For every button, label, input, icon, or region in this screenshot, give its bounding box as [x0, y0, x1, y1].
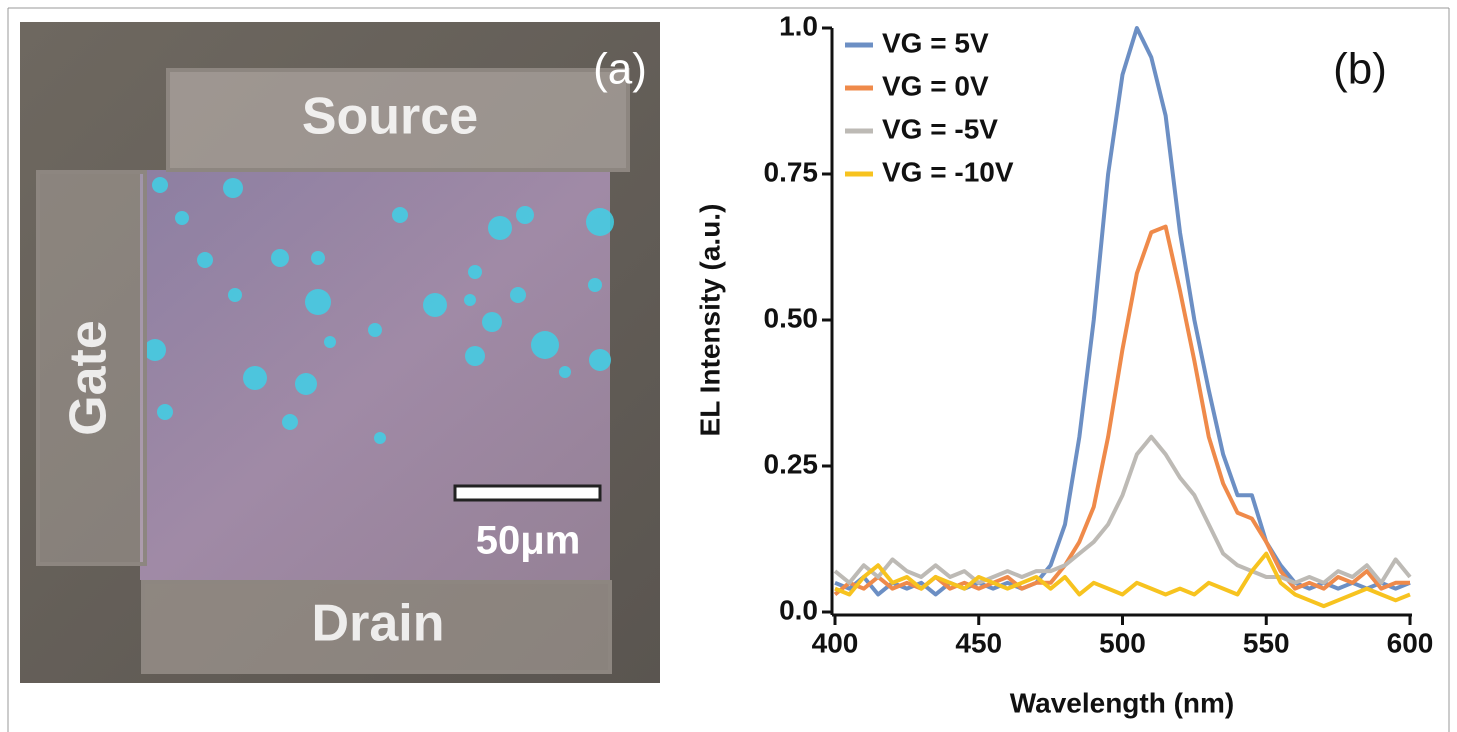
gate-label: Gate [60, 320, 118, 436]
y-tick-label: 0.75 [764, 156, 819, 187]
series-line [833, 434, 1412, 585]
panel-label: (a) [593, 45, 647, 94]
x-tick-label: 600 [1387, 627, 1434, 658]
legend-label: VG = 0V [882, 70, 989, 101]
legend-label: VG = -5V [882, 113, 998, 144]
drain-label: Drain [312, 595, 445, 653]
y-axis-title: EL Intensity (a.u.) [694, 204, 725, 437]
panel-label: (b) [1333, 45, 1387, 94]
x-axis-title: Wavelength (nm) [1010, 687, 1235, 718]
series-line [833, 224, 1410, 597]
x-tick-label: 400 [812, 627, 859, 658]
series-line [834, 551, 1411, 609]
micrograph [20, 22, 660, 683]
y-tick-label: 0.50 [764, 302, 819, 333]
legend-label: VG = 5V [882, 27, 989, 58]
scale-bar-label: 50μm [476, 519, 581, 563]
legend-label: VG = -10V [882, 156, 1014, 187]
x-tick-label: 450 [955, 627, 1002, 658]
y-tick-label: 0.25 [764, 448, 819, 479]
y-tick-label: 0.0 [779, 594, 818, 625]
x-tick-label: 500 [1099, 627, 1146, 658]
source-label: Source [302, 88, 478, 146]
x-tick-label: 550 [1243, 627, 1290, 658]
y-tick-label: 1.0 [779, 10, 818, 41]
